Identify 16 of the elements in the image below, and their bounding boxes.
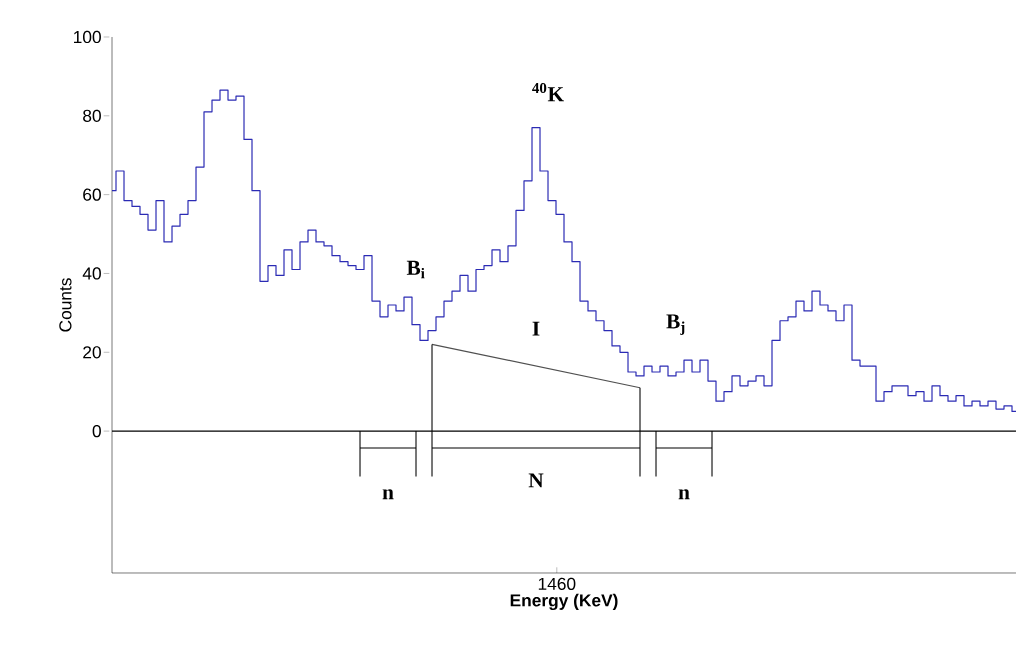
x-axis-title: Energy (KeV) [510,593,618,611]
y-tick-label: 40 [82,267,101,280]
y-tick-label: 100 [74,30,101,44]
y-axis-title: Counts [59,278,72,332]
annotation: B$_{j}$ [666,314,685,335]
y-tick-label: 0 [92,424,101,438]
annotation: n [678,489,690,500]
y-tick-label: 80 [83,109,101,122]
annotation: $^{40}$K [532,83,564,102]
y-tick-label: 60 [83,188,101,201]
y-tick-label: 20 [83,346,101,359]
annotation: N [528,473,544,488]
annotation: n [382,489,394,500]
annotation: B$_{i}$ [406,260,425,279]
text: 1460 [538,577,576,590]
annotation: I [532,321,540,336]
